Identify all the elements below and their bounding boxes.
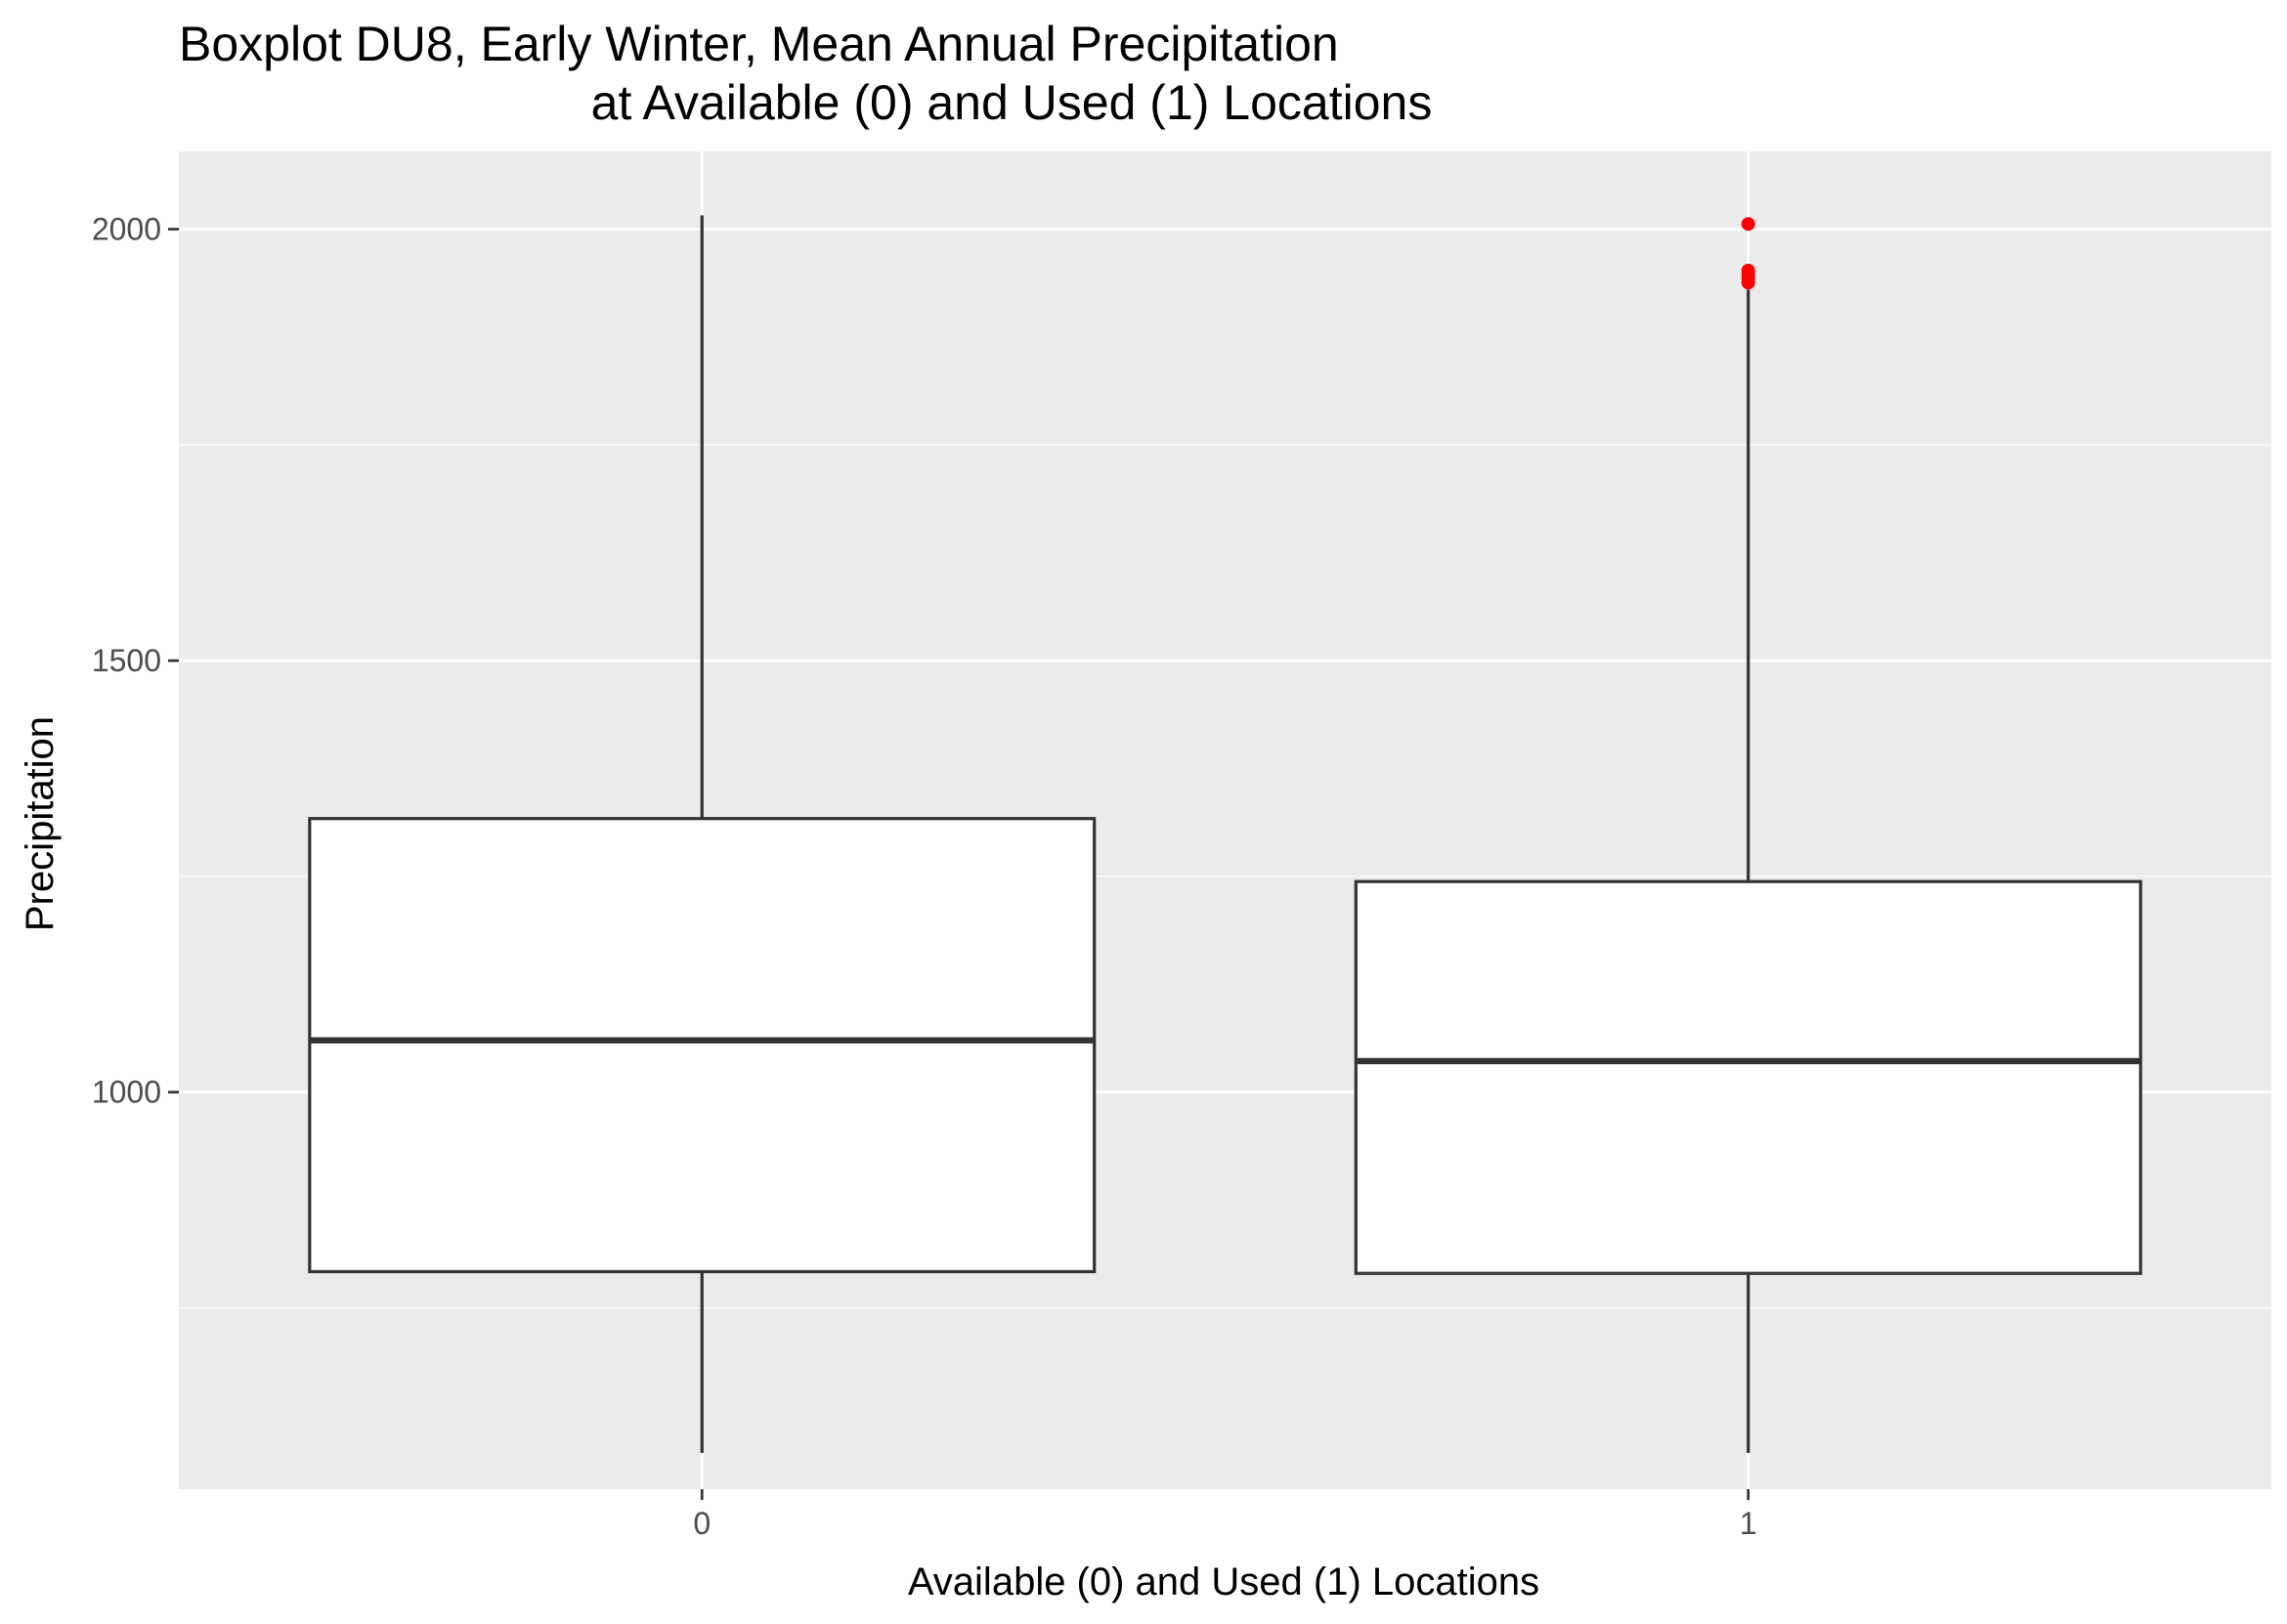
box-group-1 xyxy=(1354,217,2142,1453)
outlier-point xyxy=(1741,263,1755,278)
outlier-point xyxy=(1741,217,1755,232)
boxes xyxy=(308,215,2142,1453)
axis-ticks: 1000 1500 2000 0 1 xyxy=(92,211,1757,1541)
box-iqr xyxy=(308,817,1097,1274)
y-tick-label: 1500 xyxy=(92,643,161,678)
chart-title-line-1: Boxplot DU8, Early Winter, Mean Annual P… xyxy=(179,17,1339,71)
y-axis-title: Precipitation xyxy=(19,716,62,931)
chart-title-line-2: at Available (0) and Used (1) Locations xyxy=(591,75,1433,130)
box-iqr xyxy=(1354,879,2142,1275)
x-axis-title: Available (0) and Used (1) Locations xyxy=(908,1560,1539,1603)
box-group-0 xyxy=(308,215,1097,1453)
x-tick-label: 0 xyxy=(693,1506,711,1541)
y-tick-label: 2000 xyxy=(92,211,161,246)
x-tick-label: 1 xyxy=(1740,1506,1757,1541)
y-tick-label: 1000 xyxy=(92,1075,161,1110)
